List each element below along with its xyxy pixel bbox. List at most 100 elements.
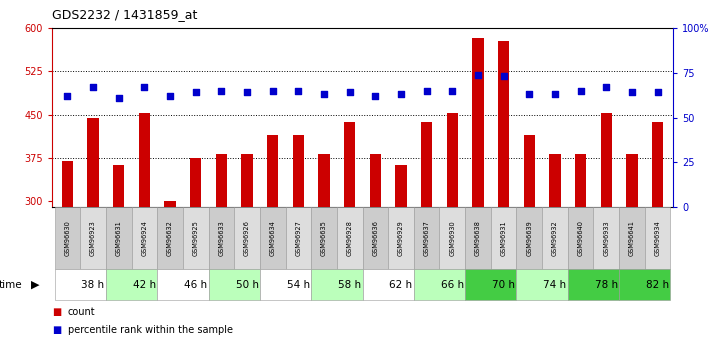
Bar: [465, 269, 516, 300]
Bar: [601, 114, 612, 207]
Bar: [260, 207, 286, 269]
Text: 54 h: 54 h: [287, 280, 310, 289]
Bar: [292, 135, 304, 207]
Point: [87, 84, 99, 90]
Bar: [363, 269, 414, 300]
Point: [652, 90, 663, 95]
Bar: [652, 122, 663, 207]
Bar: [516, 269, 568, 300]
Text: GSM96926: GSM96926: [244, 220, 250, 256]
Bar: [575, 154, 587, 207]
Point: [421, 88, 432, 93]
Bar: [542, 207, 568, 269]
Text: GSM96639: GSM96639: [526, 220, 533, 256]
Text: GSM96641: GSM96641: [629, 220, 635, 256]
Point: [344, 90, 356, 95]
Bar: [439, 207, 465, 269]
Point: [293, 88, 304, 93]
Bar: [498, 41, 509, 207]
Bar: [465, 207, 491, 269]
Point: [498, 73, 509, 79]
Text: 82 h: 82 h: [646, 280, 669, 289]
Bar: [568, 207, 594, 269]
Text: 62 h: 62 h: [390, 280, 412, 289]
Text: 66 h: 66 h: [441, 280, 464, 289]
Bar: [215, 154, 227, 207]
Bar: [619, 207, 645, 269]
Point: [523, 91, 535, 97]
Bar: [388, 207, 414, 269]
Bar: [132, 207, 157, 269]
Point: [472, 72, 483, 77]
Text: GSM96634: GSM96634: [269, 220, 276, 256]
Text: GSM96932: GSM96932: [552, 220, 558, 256]
Text: GSM96933: GSM96933: [603, 220, 609, 256]
Bar: [139, 114, 150, 207]
Bar: [80, 207, 106, 269]
Text: 58 h: 58 h: [338, 280, 361, 289]
Text: GSM96636: GSM96636: [373, 220, 378, 256]
Text: GSM96630: GSM96630: [65, 220, 70, 256]
Text: GSM96631: GSM96631: [116, 220, 122, 256]
Bar: [55, 207, 80, 269]
Point: [601, 84, 612, 90]
Text: 74 h: 74 h: [543, 280, 567, 289]
Bar: [363, 207, 388, 269]
Point: [267, 88, 279, 93]
Bar: [183, 207, 208, 269]
Point: [550, 91, 561, 97]
Bar: [164, 201, 176, 207]
Text: GDS2232 / 1431859_at: GDS2232 / 1431859_at: [52, 8, 198, 21]
Bar: [370, 154, 381, 207]
Point: [62, 93, 73, 99]
Bar: [523, 135, 535, 207]
Bar: [208, 269, 260, 300]
Bar: [344, 122, 356, 207]
Bar: [267, 135, 279, 207]
Bar: [157, 269, 208, 300]
Text: count: count: [68, 307, 95, 317]
Bar: [208, 207, 234, 269]
Point: [113, 95, 124, 101]
Text: GSM96929: GSM96929: [398, 220, 404, 256]
Point: [626, 90, 638, 95]
Text: GSM96640: GSM96640: [577, 220, 584, 256]
Point: [190, 90, 201, 95]
Text: GSM96638: GSM96638: [475, 220, 481, 256]
Bar: [55, 269, 106, 300]
Bar: [549, 154, 561, 207]
Bar: [311, 269, 363, 300]
Bar: [414, 269, 465, 300]
Point: [164, 93, 176, 99]
Text: GSM96633: GSM96633: [218, 220, 225, 256]
Text: percentile rank within the sample: percentile rank within the sample: [68, 325, 232, 335]
Text: GSM96927: GSM96927: [295, 220, 301, 256]
Bar: [234, 207, 260, 269]
Bar: [62, 161, 73, 207]
Bar: [337, 207, 363, 269]
Bar: [286, 207, 311, 269]
Bar: [626, 154, 638, 207]
Bar: [241, 154, 253, 207]
Bar: [414, 207, 439, 269]
Bar: [421, 122, 432, 207]
Point: [241, 90, 252, 95]
Bar: [568, 269, 619, 300]
Bar: [491, 207, 516, 269]
Point: [215, 88, 227, 93]
Bar: [106, 207, 132, 269]
Text: GSM96637: GSM96637: [424, 220, 429, 256]
Point: [447, 88, 458, 93]
Point: [575, 88, 587, 93]
Text: GSM96635: GSM96635: [321, 220, 327, 256]
Text: GSM96923: GSM96923: [90, 220, 96, 256]
Bar: [472, 38, 483, 207]
Text: time: time: [0, 280, 22, 289]
Text: 42 h: 42 h: [133, 280, 156, 289]
Text: GSM96632: GSM96632: [167, 220, 173, 256]
Bar: [594, 207, 619, 269]
Bar: [260, 269, 311, 300]
Text: GSM96928: GSM96928: [347, 220, 353, 256]
Text: ■: ■: [52, 325, 61, 335]
Point: [319, 91, 330, 97]
